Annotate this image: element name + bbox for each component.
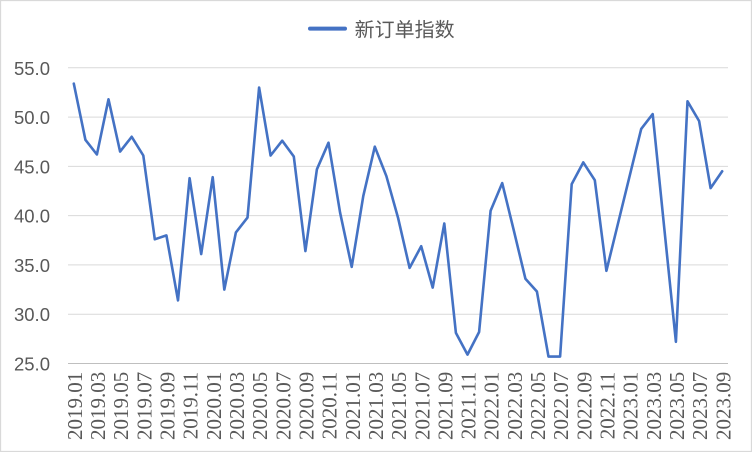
svg-text:2021.07: 2021.07 [410, 372, 434, 440]
svg-text:2020.01: 2020.01 [202, 372, 226, 440]
svg-text:45.0: 45.0 [14, 156, 50, 177]
svg-text:2023.05: 2023.05 [665, 372, 689, 440]
svg-text:2021.05: 2021.05 [387, 372, 411, 440]
svg-text:2022.11: 2022.11 [596, 372, 620, 439]
svg-text:50.0: 50.0 [14, 107, 50, 128]
svg-text:2020.09: 2020.09 [295, 372, 319, 440]
svg-text:2020.03: 2020.03 [225, 372, 249, 440]
svg-text:2019.09: 2019.09 [156, 372, 180, 440]
svg-text:2022.09: 2022.09 [572, 372, 596, 440]
svg-text:2023.01: 2023.01 [619, 372, 643, 440]
svg-text:2022.05: 2022.05 [526, 372, 550, 440]
svg-text:2020.11: 2020.11 [318, 372, 342, 439]
svg-text:55.0: 55.0 [14, 58, 50, 79]
svg-text:2023.07: 2023.07 [688, 372, 712, 440]
svg-text:2019.03: 2019.03 [86, 372, 110, 440]
svg-text:2021.01: 2021.01 [341, 372, 365, 440]
svg-text:2019.05: 2019.05 [109, 372, 133, 440]
svg-text:2022.03: 2022.03 [503, 372, 527, 440]
svg-text:2020.07: 2020.07 [271, 372, 295, 440]
svg-text:30.0: 30.0 [14, 304, 50, 325]
svg-text:2022.01: 2022.01 [480, 372, 504, 440]
svg-text:35.0: 35.0 [14, 255, 50, 276]
svg-text:2020.05: 2020.05 [248, 372, 272, 440]
svg-text:2021.09: 2021.09 [433, 372, 457, 440]
svg-text:2019.01: 2019.01 [63, 372, 87, 440]
svg-text:2021.11: 2021.11 [457, 372, 481, 439]
svg-text:2019.11: 2019.11 [179, 372, 203, 439]
svg-text:2023.09: 2023.09 [711, 372, 735, 440]
svg-text:2019.07: 2019.07 [132, 372, 156, 440]
svg-text:25.0: 25.0 [14, 354, 50, 375]
svg-text:2023.03: 2023.03 [642, 372, 666, 440]
svg-text:40.0: 40.0 [14, 206, 50, 227]
svg-text:2021.03: 2021.03 [364, 372, 388, 440]
svg-text:2022.07: 2022.07 [549, 372, 573, 440]
